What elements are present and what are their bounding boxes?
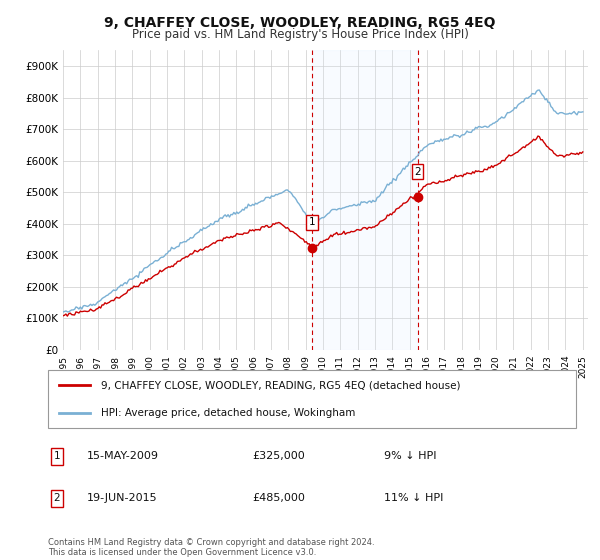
Text: 15-MAY-2009: 15-MAY-2009 [87, 451, 159, 461]
Text: Contains HM Land Registry data © Crown copyright and database right 2024.
This d: Contains HM Land Registry data © Crown c… [48, 538, 374, 557]
Text: 9, CHAFFEY CLOSE, WOODLEY, READING, RG5 4EQ (detached house): 9, CHAFFEY CLOSE, WOODLEY, READING, RG5 … [101, 380, 460, 390]
Text: 9, CHAFFEY CLOSE, WOODLEY, READING, RG5 4EQ: 9, CHAFFEY CLOSE, WOODLEY, READING, RG5 … [104, 16, 496, 30]
Text: £325,000: £325,000 [252, 451, 305, 461]
Text: Price paid vs. HM Land Registry's House Price Index (HPI): Price paid vs. HM Land Registry's House … [131, 28, 469, 41]
Text: HPI: Average price, detached house, Wokingham: HPI: Average price, detached house, Woki… [101, 408, 355, 418]
Text: £485,000: £485,000 [252, 493, 305, 503]
Text: 2: 2 [414, 167, 421, 177]
Text: 1: 1 [308, 217, 315, 227]
Text: 2: 2 [53, 493, 61, 503]
Text: 9% ↓ HPI: 9% ↓ HPI [384, 451, 437, 461]
FancyBboxPatch shape [48, 370, 576, 428]
Text: 11% ↓ HPI: 11% ↓ HPI [384, 493, 443, 503]
Text: 1: 1 [53, 451, 61, 461]
Bar [312, 50, 418, 350]
Text: 19-JUN-2015: 19-JUN-2015 [87, 493, 158, 503]
